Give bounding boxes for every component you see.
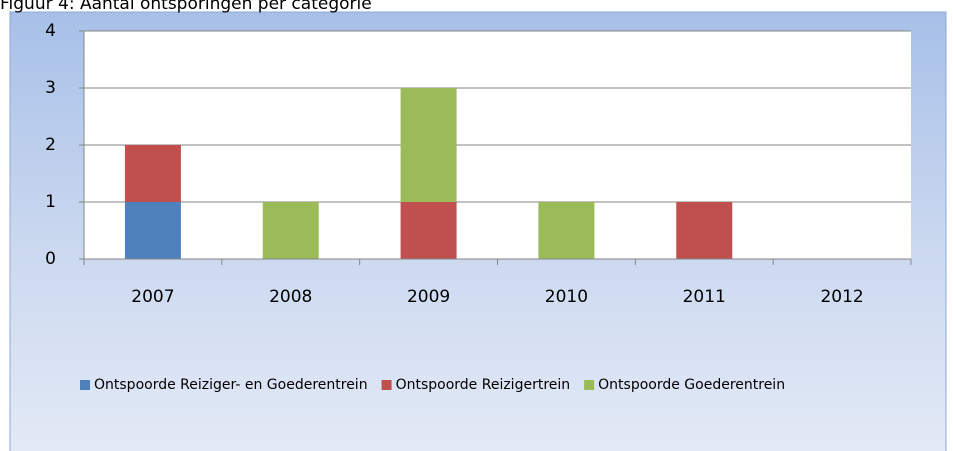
legend-label: Ontspoorde Reizigertrein [396,377,571,393]
bar-segment [262,202,319,259]
x-tick-label: 2008 [269,287,312,307]
legend-label: Ontspoorde Reiziger- en Goederentrein [94,377,368,393]
bar-segment [400,88,457,202]
legend-swatch [80,380,90,390]
bar-segment [124,202,181,259]
bar-segment [676,202,733,259]
x-tick-label: 2007 [131,287,174,307]
bar-segment [400,202,457,259]
y-tick-label: 1 [45,192,56,212]
y-tick-label: 3 [45,78,56,98]
legend-swatch [381,380,392,390]
x-tick-label: 2012 [820,287,863,307]
y-tick-label: 0 [45,249,56,269]
y-tick-label: 4 [45,21,56,41]
chart-title: Figuur 4: Aantal ontsporingen per catego… [0,0,372,14]
bar-segment [538,202,595,259]
x-tick-label: 2009 [407,287,450,307]
x-tick-label: 2011 [683,287,726,307]
bar-segment [124,145,181,202]
legend-label: Ontspoorde Goederentrein [598,377,785,393]
legend-swatch [584,380,595,390]
y-tick-label: 2 [45,135,56,155]
x-tick-label: 2010 [545,287,588,307]
